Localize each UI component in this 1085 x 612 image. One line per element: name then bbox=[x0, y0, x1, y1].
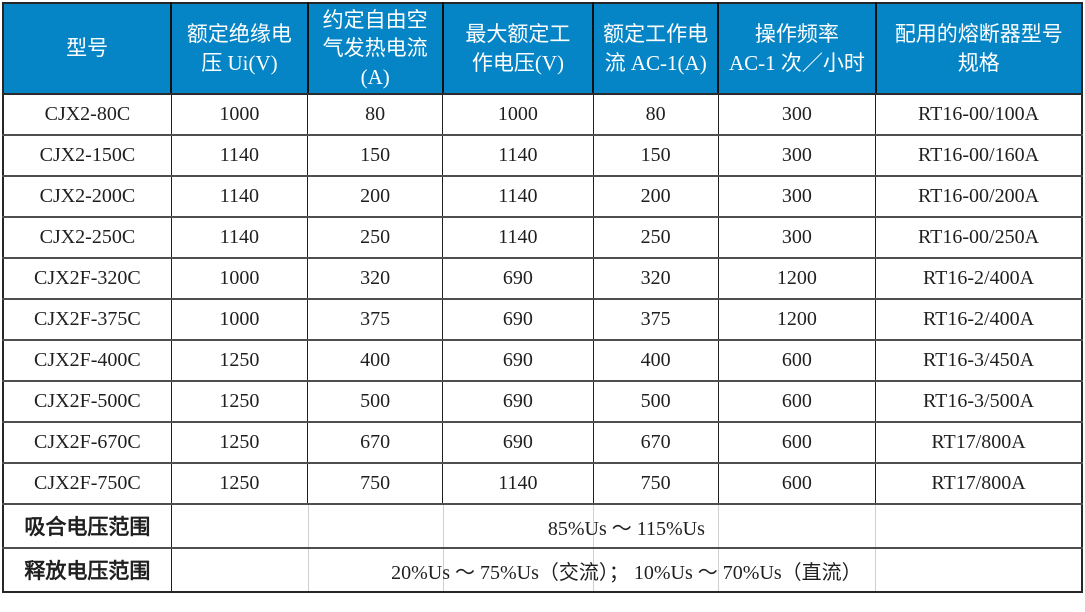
col-header-max-working-voltage: 最大额定工 作电压(V) bbox=[441, 3, 594, 96]
cell-working-current: 80 bbox=[592, 94, 719, 136]
cell-operating-frequency: 1200 bbox=[717, 298, 876, 341]
cell-operating-frequency: 300 bbox=[717, 134, 876, 177]
cell-operating-frequency: 600 bbox=[717, 421, 876, 464]
cell-insulation-voltage: 1250 bbox=[170, 421, 308, 464]
cell-insulation-voltage: 1000 bbox=[170, 298, 308, 341]
cell-operating-frequency: 600 bbox=[717, 380, 876, 423]
cell-model: CJX2F-375C bbox=[3, 298, 172, 341]
cell-model: CJX2F-400C bbox=[3, 339, 172, 382]
col-header-fuse-spec: 配用的熔断器型号 规格 bbox=[874, 3, 1082, 96]
table-row: CJX2F-670C 1250 670 690 670 600 RT17/800A bbox=[3, 421, 1082, 464]
cell-thermal-current: 200 bbox=[307, 175, 443, 218]
table-row: CJX2-150C 1140 150 1140 150 300 RT16-00/160A bbox=[3, 134, 1082, 177]
pickup-voltage-row: 吸合电压范围 85%Us ～ 115%Us bbox=[3, 503, 1082, 549]
cell-thermal-current: 320 bbox=[307, 257, 443, 300]
cell-thermal-current: 500 bbox=[307, 380, 443, 423]
cell-thermal-current: 400 bbox=[307, 339, 443, 382]
cell-max-working-voltage: 690 bbox=[442, 380, 594, 423]
cell-thermal-current: 150 bbox=[307, 134, 443, 177]
release-voltage-label: 释放电压范围 bbox=[3, 547, 172, 593]
cell-operating-frequency: 300 bbox=[717, 175, 876, 218]
cell-insulation-voltage: 1250 bbox=[170, 339, 308, 382]
cell-model: CJX2F-500C bbox=[3, 380, 172, 423]
cell-operating-frequency: 300 bbox=[717, 216, 876, 259]
cell-working-current: 375 bbox=[592, 298, 719, 341]
col-header-model: 型号 bbox=[3, 3, 172, 96]
cell-fuse-spec: RT16-2/400A bbox=[875, 298, 1082, 341]
cell-max-working-voltage: 690 bbox=[442, 298, 594, 341]
cell-thermal-current: 375 bbox=[307, 298, 443, 341]
cell-model: CJX2F-750C bbox=[3, 462, 172, 505]
table-row: CJX2F-400C 1250 400 690 400 600 RT16-3/450A bbox=[3, 339, 1082, 382]
cell-max-working-voltage: 1140 bbox=[442, 216, 594, 259]
col-header-insulation-voltage: 额定绝缘电 压 Ui(V) bbox=[170, 3, 308, 96]
cell-insulation-voltage: 1250 bbox=[170, 380, 308, 423]
cell-model: CJX2-80C bbox=[44, 103, 131, 126]
cell-working-current: 670 bbox=[592, 421, 719, 464]
release-voltage-value: 20%Us ～ 75%Us（交流）； 10%Us ～ 70%Us（直流） bbox=[170, 547, 1082, 593]
cell-insulation-voltage: 1000 bbox=[170, 257, 308, 300]
table-row: CJX2-200C 1140 200 1140 200 300 RT16-00/200A bbox=[3, 175, 1082, 218]
table-row: CJX2F-500C 1250 500 690 500 600 RT16-3/500A bbox=[3, 380, 1082, 423]
table-row: CJX2-250C 1140 250 1140 250 300 RT16-00/250A bbox=[3, 216, 1082, 259]
cell-max-working-voltage: 690 bbox=[442, 257, 594, 300]
cell-insulation-voltage: 1250 bbox=[170, 462, 308, 505]
header-row: 型号 额定绝缘电 压 Ui(V) 约定自由空 气发热电流 (A) 最大额定工 作… bbox=[3, 3, 1082, 96]
pickup-voltage-value: 85%Us ～ 115%Us bbox=[170, 503, 1082, 549]
cell-working-current: 400 bbox=[592, 339, 719, 382]
cell-fuse-spec: RT16-00/200A bbox=[875, 175, 1082, 218]
cell-model: CJX2-150C bbox=[3, 134, 172, 177]
col-header-thermal-current: 约定自由空 气发热电流 (A) bbox=[306, 3, 443, 96]
table-row: CJX2-80C 1000 80 1000 80 300 RT16-00/100A bbox=[3, 94, 1082, 136]
col-header-operating-frequency: 操作频率 AC-1 次／小时 bbox=[717, 3, 876, 96]
cell-fuse-spec: RT16-00/100A bbox=[875, 94, 1082, 136]
cell-model: CJX2-250C bbox=[3, 216, 172, 259]
cell-fuse-spec: RT16-00/160A bbox=[875, 134, 1082, 177]
cell-fuse-spec: RT16-00/250A bbox=[875, 216, 1082, 259]
cell-max-working-voltage: 1140 bbox=[442, 462, 594, 505]
col-header-working-current: 额定工作电 流 AC-1(A) bbox=[592, 3, 719, 96]
cell-working-current: 250 bbox=[592, 216, 719, 259]
contactor-spec-table: 型号 额定绝缘电 压 Ui(V) 约定自由空 气发热电流 (A) 最大额定工 作… bbox=[2, 2, 1083, 594]
cell-model: CJX2F-320C bbox=[3, 257, 172, 300]
cell-max-working-voltage: 1140 bbox=[442, 175, 594, 218]
table-row: CJX2F-320C 1000 320 690 320 1200 RT16-2/400A bbox=[3, 257, 1082, 300]
cell-fuse-spec: RT16-2/400A bbox=[875, 257, 1082, 300]
cell-model: CJX2-200C bbox=[3, 175, 172, 218]
cell-working-current: 320 bbox=[592, 257, 719, 300]
cell-fuse-spec: RT16-3/500A bbox=[875, 380, 1082, 423]
cell-thermal-current: 670 bbox=[307, 421, 443, 464]
pickup-voltage-label: 吸合电压范围 bbox=[3, 503, 172, 549]
cell-max-working-voltage: 1000 bbox=[442, 94, 594, 136]
cell-model: CJX2F-670C bbox=[3, 421, 172, 464]
cell-thermal-current: 250 bbox=[307, 216, 443, 259]
cell-insulation-voltage: 1140 bbox=[170, 175, 308, 218]
cell-fuse-spec: RT17/800A bbox=[875, 421, 1082, 464]
cell-insulation-voltage: 1140 bbox=[170, 134, 308, 177]
cell-max-working-voltage: 690 bbox=[442, 421, 594, 464]
table-row: CJX2F-750C 1250 750 1140 750 600 RT17/800A bbox=[3, 462, 1082, 505]
cell-working-current: 500 bbox=[592, 380, 719, 423]
cell-max-working-voltage: 690 bbox=[442, 339, 594, 382]
cell-operating-frequency: 600 bbox=[717, 339, 876, 382]
cell-working-current: 150 bbox=[592, 134, 719, 177]
cell-operating-frequency: 600 bbox=[717, 462, 876, 505]
cell-thermal-current: 750 bbox=[307, 462, 443, 505]
cell-insulation-voltage: 1140 bbox=[170, 216, 308, 259]
cell-thermal-current: 80 bbox=[307, 94, 443, 136]
release-voltage-row: 释放电压范围 20%Us ～ 75%Us（交流）； 10%Us ～ 70%Us（… bbox=[3, 547, 1082, 593]
cell-fuse-spec: RT17/800A bbox=[875, 462, 1082, 505]
cell-fuse-spec: RT16-3/450A bbox=[875, 339, 1082, 382]
cell-working-current: 750 bbox=[592, 462, 719, 505]
cell-insulation-voltage: 1000 bbox=[170, 94, 308, 136]
table-row: CJX2F-375C 1000 375 690 375 1200 RT16-2/400A bbox=[3, 298, 1082, 341]
cell-operating-frequency: 300 bbox=[717, 94, 876, 136]
cell-working-current: 200 bbox=[592, 175, 719, 218]
cell-max-working-voltage: 1140 bbox=[442, 134, 594, 177]
cell-operating-frequency: 1200 bbox=[717, 257, 876, 300]
